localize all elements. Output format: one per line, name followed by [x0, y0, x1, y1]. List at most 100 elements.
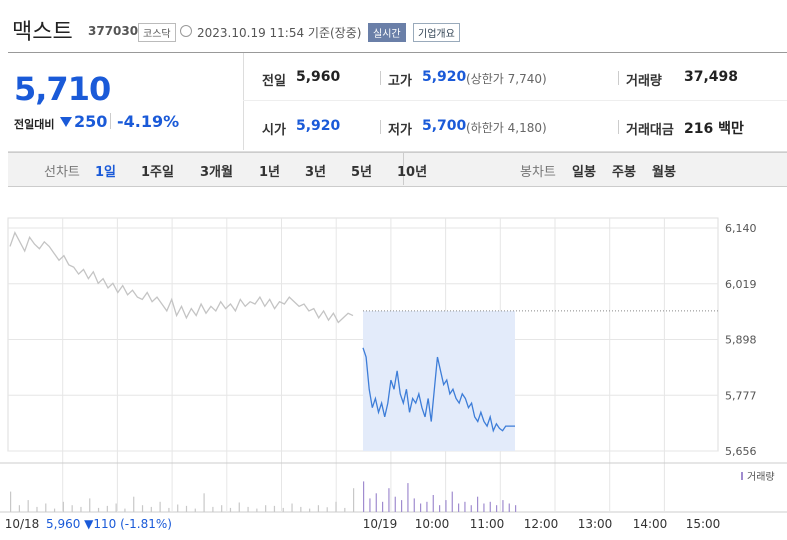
volume-bar [133, 496, 135, 512]
volume-bar [106, 505, 108, 512]
volume-bar [353, 488, 355, 512]
item-value: 5,960 [296, 69, 341, 85]
volume-bar [382, 501, 384, 512]
item-label: 시가 [262, 123, 286, 138]
volume-bar [445, 500, 447, 512]
y-tick-label: 6,140 [725, 222, 757, 235]
tab-label[interactable]: 선차트 [44, 165, 80, 180]
volume-bar [273, 505, 276, 512]
tab-bar [8, 152, 787, 187]
change-rate: -4.19% [117, 112, 180, 131]
volume-bar [150, 506, 152, 512]
volume-bar [300, 506, 302, 512]
volume-bar [477, 496, 479, 512]
current-price: 5,710 [14, 70, 111, 108]
x-tick-label: 12:00 [524, 517, 559, 531]
volume-bar [221, 505, 223, 512]
divider [380, 120, 381, 134]
volume-bar [496, 505, 498, 512]
x-tick-label: 15:00 [686, 517, 721, 531]
tab[interactable]: 주봉 [612, 165, 636, 180]
clock-icon [180, 25, 192, 37]
tab[interactable]: 1일 [95, 165, 117, 180]
divider [380, 71, 381, 85]
datetime: 2023.10.19 11:54 기준(장중) [197, 26, 362, 40]
volume-bar [62, 501, 64, 512]
item-value: 5,920 [422, 69, 467, 85]
realtime-badge[interactable]: 실시간 [368, 23, 406, 42]
stock-name: 맥스트 [12, 20, 73, 45]
tab[interactable]: 3개월 [200, 165, 233, 180]
volume-bar [256, 508, 258, 512]
down-arrow [60, 117, 72, 127]
volume-bar [194, 508, 196, 512]
volume-bar [89, 498, 91, 512]
item-sub: (하한가 4,180) [466, 121, 547, 135]
volume-bar [344, 507, 346, 512]
item-label: 전일 [262, 74, 286, 89]
tab[interactable]: 1주일 [141, 165, 174, 180]
volume-bar [238, 502, 240, 512]
volume-bar [451, 491, 453, 512]
x-tick-label: 11:00 [470, 517, 505, 531]
tab[interactable]: 10년 [397, 165, 428, 180]
volume-bar [432, 495, 434, 512]
volume-bar [439, 505, 441, 512]
divider [243, 100, 787, 101]
volume-bar [229, 507, 232, 512]
volume-bar [420, 503, 422, 512]
volume-bar [27, 500, 29, 512]
volume-bar [53, 508, 56, 512]
item-label: 거래대금 [626, 123, 674, 138]
y-tick-label: 5,777 [725, 389, 757, 402]
volume-bar [363, 481, 365, 512]
tab[interactable]: 3년 [305, 165, 327, 180]
volume-bar [212, 506, 214, 512]
volume-bar [177, 504, 179, 512]
volume-bar [394, 496, 396, 512]
x-tick-label: 10:00 [415, 517, 450, 531]
item-label: 거래량 [626, 74, 662, 89]
x-tick-label: 14:00 [633, 517, 668, 531]
item-label: 저가 [388, 123, 412, 138]
volume-bar [502, 500, 504, 512]
tab[interactable]: 일봉 [572, 165, 596, 180]
volume-bar [168, 507, 170, 512]
item-value: 37,498 [684, 69, 739, 85]
tab-label[interactable]: 봉차트 [520, 165, 556, 180]
volume-bar [10, 491, 12, 512]
session-shade [363, 310, 515, 451]
x-tick-label: 10/19 [363, 517, 398, 531]
prev-close-annotation: 5,960 ▼110 (-1.81%) [46, 517, 172, 531]
tab[interactable]: 1년 [259, 165, 281, 180]
volume-bar [291, 503, 293, 512]
x-tick-label: 10/18 [5, 517, 40, 531]
volume-bar [426, 501, 428, 512]
volume-bar [388, 488, 390, 512]
price-line [9, 230, 354, 324]
volume-bar [309, 508, 311, 512]
company-info-button[interactable]: 기업개요 [413, 23, 460, 42]
tab[interactable]: 5년 [351, 165, 373, 180]
item-value: 216 백만 [684, 121, 744, 137]
volume-bar [97, 507, 100, 512]
price-line [362, 347, 515, 433]
volume-bar [71, 505, 73, 512]
volume-bar [45, 503, 47, 512]
volume-bar [483, 503, 485, 512]
quote-box [8, 52, 787, 152]
item-sub: (상한가 7,740) [466, 72, 547, 86]
volume-bar [375, 493, 377, 512]
volume-bar [265, 505, 267, 512]
divider [110, 113, 111, 129]
volume-legend: 거래량 [747, 471, 775, 483]
volume-bar [282, 507, 284, 512]
volume-bar [458, 503, 460, 512]
volume-bar [470, 505, 472, 512]
volume-bar [317, 505, 320, 512]
volume-bar [335, 501, 337, 512]
tab[interactable]: 월봉 [652, 165, 676, 180]
volume-legend-swatch [741, 472, 743, 480]
y-tick-label: 5,898 [725, 334, 757, 347]
